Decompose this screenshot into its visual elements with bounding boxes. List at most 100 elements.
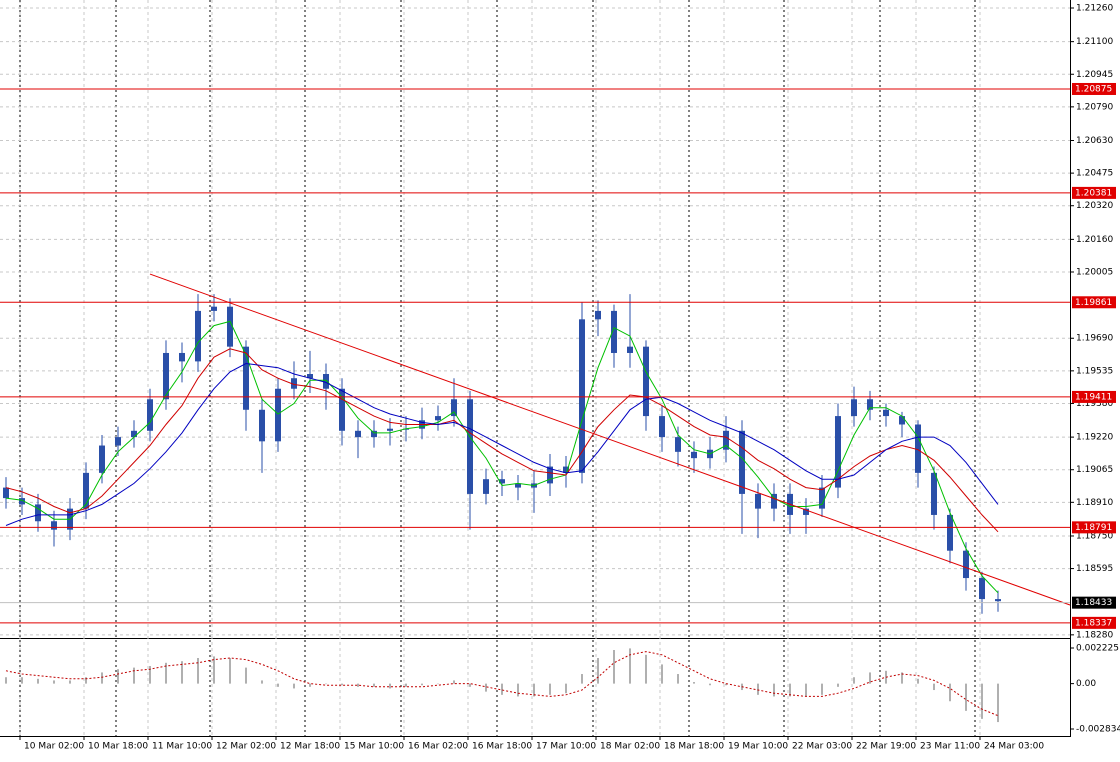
x-tick-label: 12 Mar 02:00 xyxy=(216,742,276,752)
x-tick-label: 16 Mar 02:00 xyxy=(408,742,468,752)
histogram-bar xyxy=(853,677,855,684)
candle-body xyxy=(147,399,153,431)
histogram-bar xyxy=(613,650,615,684)
y-tick-label: 1.19380 xyxy=(1076,399,1113,409)
candle-body xyxy=(755,493,761,509)
candle-body xyxy=(691,451,697,459)
level-label: 1.18791 xyxy=(1075,523,1112,533)
histogram-bar xyxy=(869,672,871,684)
candle-body xyxy=(979,578,985,600)
histogram-bar xyxy=(85,677,87,684)
y-tick-label: 1.18910 xyxy=(1076,498,1113,508)
candle-body xyxy=(931,472,937,515)
histogram-bar xyxy=(229,658,231,684)
candle-body xyxy=(339,388,345,431)
histogram-bar xyxy=(21,677,23,684)
candle-body xyxy=(179,352,185,362)
candle-body xyxy=(99,445,105,473)
y-tick-label: 1.20475 xyxy=(1076,169,1113,179)
x-tick-label: 17 Mar 10:00 xyxy=(536,742,596,752)
candle-body xyxy=(579,319,585,473)
y-tick-label: 1.19535 xyxy=(1076,366,1113,376)
candle-body xyxy=(355,430,361,438)
candle-body xyxy=(595,310,601,320)
histogram-bar xyxy=(469,683,471,687)
candle-body xyxy=(867,399,873,410)
candle-body xyxy=(35,504,41,522)
x-tick-label: 10 Mar 02:00 xyxy=(24,742,84,752)
candle-body xyxy=(899,416,905,425)
x-tick-label: 19 Mar 10:00 xyxy=(728,742,788,752)
histogram-bar xyxy=(693,682,695,684)
y-tick-label: 1.19690 xyxy=(1076,334,1113,344)
x-tick-label: 11 Mar 10:00 xyxy=(152,742,212,752)
candle-body xyxy=(371,430,377,438)
moving-average xyxy=(5,362,999,526)
histogram-bar xyxy=(389,683,391,689)
candle-body xyxy=(675,437,681,452)
histogram-bar xyxy=(5,677,7,684)
histogram-bar xyxy=(277,683,279,687)
candle-body xyxy=(499,479,505,484)
level-box xyxy=(1072,186,1116,199)
histogram-bar xyxy=(453,680,455,684)
candle-body xyxy=(451,399,457,417)
x-tick-label: 12 Mar 18:00 xyxy=(280,742,340,752)
y-tick-label: 1.19065 xyxy=(1076,465,1113,475)
candle-body xyxy=(243,346,249,410)
histogram-bar xyxy=(485,683,487,692)
x-tick-label: 15 Mar 10:00 xyxy=(344,742,404,752)
trendline xyxy=(149,273,1071,606)
histogram-bar xyxy=(997,683,999,723)
histogram-bar xyxy=(501,683,503,695)
candle-body xyxy=(307,374,313,379)
histogram-bar xyxy=(37,678,39,684)
candle-body xyxy=(323,374,329,389)
y-tick-label: 0.002225 xyxy=(1076,644,1119,654)
histogram-bar xyxy=(53,680,55,684)
histogram-bar xyxy=(981,683,983,719)
x-tick-label: 18 Mar 18:00 xyxy=(664,742,724,752)
candle-body xyxy=(19,498,25,505)
histogram-bar xyxy=(581,674,583,684)
candle-body xyxy=(995,599,1001,602)
histogram-bar xyxy=(645,654,647,684)
candle-body xyxy=(851,399,857,417)
candle-body xyxy=(803,508,809,515)
y-tick-label: 1.20320 xyxy=(1076,201,1113,211)
y-tick-label: 1.20160 xyxy=(1076,235,1113,245)
histogram-bar xyxy=(437,683,439,685)
histogram-bar xyxy=(197,658,199,684)
candle-body xyxy=(291,378,297,389)
candle-body xyxy=(51,521,57,530)
candle-body xyxy=(723,430,729,450)
histogram-bar xyxy=(709,683,711,686)
histogram-bar xyxy=(965,683,967,711)
level-box xyxy=(1072,390,1116,403)
histogram-bar xyxy=(165,662,167,684)
x-tick-label: 16 Mar 18:00 xyxy=(472,742,532,752)
candle-body xyxy=(195,310,201,362)
candle-body xyxy=(963,550,969,579)
candle-body xyxy=(835,416,841,488)
y-tick-label: 1.19220 xyxy=(1076,433,1113,443)
candle-body xyxy=(771,493,777,509)
moving-average xyxy=(5,348,999,533)
histogram-bar xyxy=(677,674,679,684)
histogram-bar xyxy=(629,648,631,684)
x-tick-label: 23 Mar 11:00 xyxy=(920,742,980,752)
candle-body xyxy=(611,310,617,353)
candle-body xyxy=(83,472,89,509)
level-label: 1.20875 xyxy=(1075,84,1112,94)
candle-body xyxy=(659,416,665,438)
candle-body xyxy=(387,428,393,431)
candle-body xyxy=(819,487,825,509)
candle-body xyxy=(947,514,953,551)
y-tick-label: 1.21260 xyxy=(1076,3,1113,13)
candle-body xyxy=(627,346,633,353)
x-tick-label: 18 Mar 02:00 xyxy=(600,742,660,752)
candle-body xyxy=(915,424,921,473)
last-price-box xyxy=(1072,596,1116,609)
